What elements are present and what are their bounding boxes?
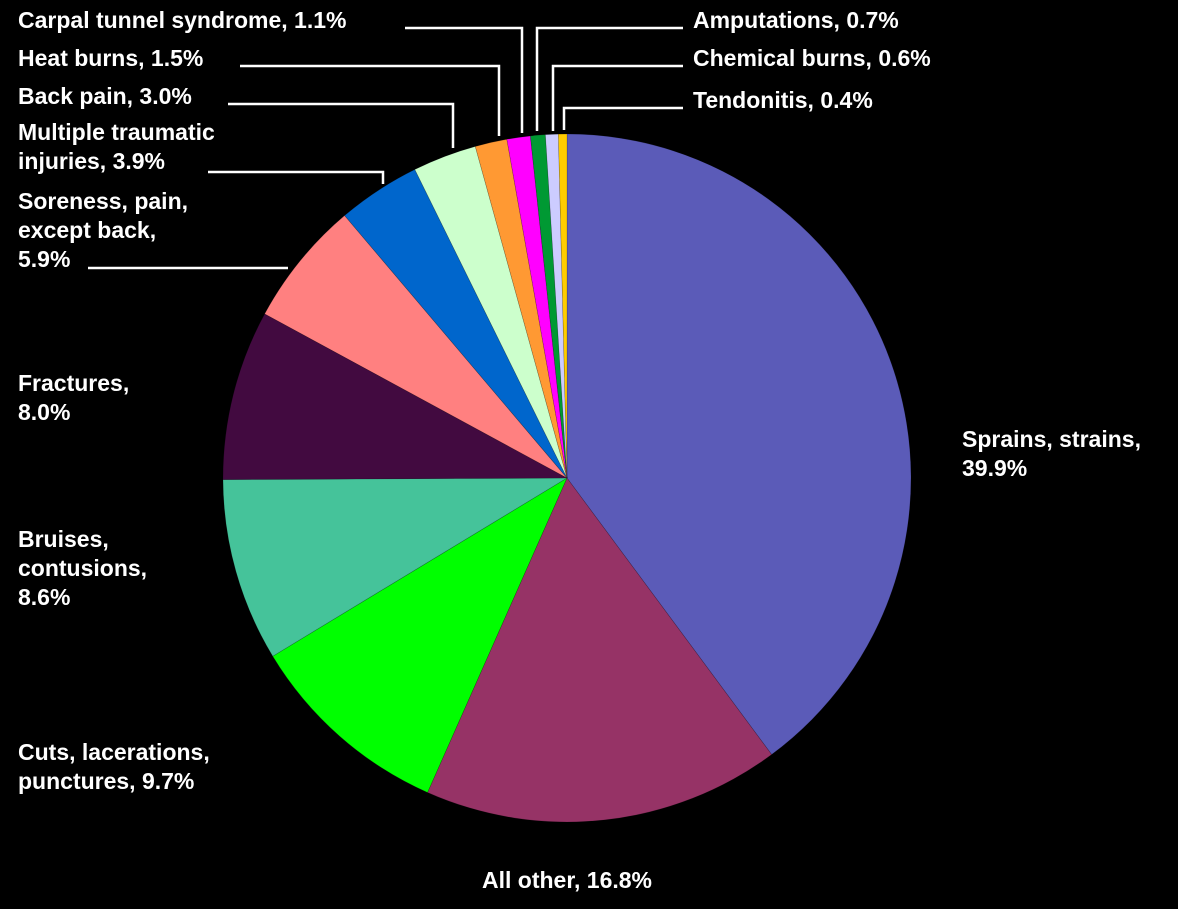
label-line: Fractures, [18, 370, 129, 396]
label-all-other: All other, 16.8% [482, 867, 652, 893]
label-sprains-strains: Sprains, strains, 39.9% [962, 426, 1141, 481]
slice-labels: Sprains, strains, 39.9% All other, 16.8% Cu… [18, 7, 1141, 893]
label-heat-burns: Heat burns, 1.5% [18, 45, 203, 71]
leader-line-heat-burns [240, 64, 501, 136]
leader-line-carpal-tunnel-syndrome [405, 26, 524, 133]
slice-heat-burns [474, 138, 568, 479]
label-amputations: Amputations, 0.7% [693, 7, 899, 33]
slice-fractures [222, 313, 568, 480]
slice-carpal-tunnel-syndrome [506, 135, 568, 479]
leader-line-multiple-traumatic-injuries [208, 170, 385, 184]
label-back-pain: Back pain, 3.0% [18, 83, 192, 109]
label-line: Chemical burns, 0.6% [693, 45, 931, 71]
label-carpal-tunnel-syndrome: Carpal tunnel syndrome, 1.1% [18, 7, 346, 33]
label-line: Tendonitis, 0.4% [693, 87, 873, 113]
slice-all-other [427, 477, 773, 823]
label-line: punctures, 9.7% [18, 768, 194, 794]
slice-tendonitis [558, 133, 568, 479]
label-line: Carpal tunnel syndrome, 1.1% [18, 7, 346, 33]
label-chemical-burns: Chemical burns, 0.6% [693, 45, 931, 71]
label-tendonitis: Tendonitis, 0.4% [693, 87, 873, 113]
label-multiple-traumatic-injuries: Multiple traumatic injuries, 3.9% [18, 119, 215, 174]
slice-bruises-contusions [222, 477, 569, 657]
label-cuts-lacerations-punctures: Cuts, lacerations, punctures, 9.7% [18, 739, 210, 794]
leader-line-back-pain [228, 102, 455, 148]
slice-soreness-pain-except-back [264, 215, 568, 479]
pie-slices [222, 133, 912, 823]
label-line: Amputations, 0.7% [693, 7, 899, 33]
label-line: except back, [18, 217, 156, 243]
leader-lines [88, 26, 683, 270]
leader-line-chemical-burns [551, 64, 683, 131]
label-line: 5.9% [18, 246, 70, 272]
slice-back-pain [414, 146, 568, 479]
label-line: contusions, [18, 555, 147, 581]
leader-line-amputations [535, 26, 683, 131]
label-line: All other, 16.8% [482, 867, 652, 893]
leader-line-tendonitis [562, 106, 683, 130]
label-line: 8.0% [18, 399, 70, 425]
slice-amputations [530, 134, 568, 479]
label-line: 8.6% [18, 584, 70, 610]
label-line: injuries, 3.9% [18, 148, 165, 174]
label-line: 39.9% [962, 455, 1027, 481]
label-fractures: Fractures, 8.0% [18, 370, 129, 425]
slice-chemical-burns [545, 133, 568, 479]
label-line: Bruises, [18, 526, 109, 552]
label-line: Sprains, strains, [962, 426, 1141, 452]
slice-sprains-strains [566, 133, 912, 755]
label-line: Multiple traumatic [18, 119, 215, 145]
label-line: Heat burns, 1.5% [18, 45, 203, 71]
label-soreness-pain-except-back: Soreness, pain, except back, 5.9% [18, 188, 188, 272]
label-line: Soreness, pain, [18, 188, 188, 214]
label-bruises-contusions: Bruises, contusions, 8.6% [18, 526, 147, 610]
label-line: Back pain, 3.0% [18, 83, 192, 109]
slice-cuts-lacerations-punctures [272, 477, 568, 793]
label-line: Cuts, lacerations, [18, 739, 210, 765]
slice-multiple-traumatic-injuries [344, 169, 568, 479]
